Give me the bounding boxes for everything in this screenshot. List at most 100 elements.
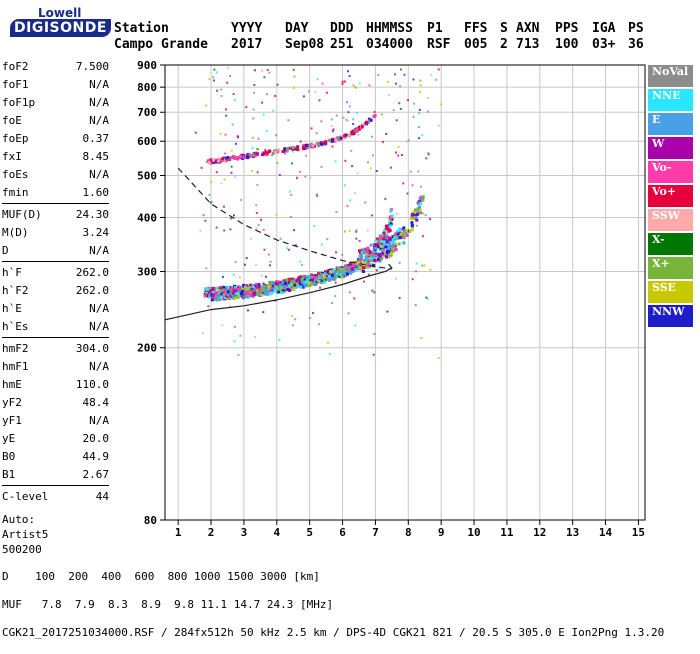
echo-point [372,353,375,356]
echo-point [411,278,414,281]
echo-point [328,277,332,281]
echo-point [390,238,394,242]
echo-point [308,284,312,288]
x-tick-label: 3 [241,526,248,539]
echo-point [299,140,302,143]
echo-point [261,285,265,289]
param-key: MUF(D) [2,208,42,221]
echo-point [289,215,292,218]
echo-point [384,197,387,200]
echo-point [220,285,223,288]
echo-point [287,119,290,122]
echo-point [387,242,391,246]
param-row: hmF1 N/A [2,358,109,376]
echo-point [375,269,378,272]
echo-point [358,266,362,270]
echo-point [277,285,281,289]
echo-point [218,289,222,293]
echo-point [287,284,291,288]
echo-point [289,278,293,282]
echo-point [393,242,397,246]
echo-point [215,294,219,298]
header-row1-cell: PS [628,21,644,36]
echo-point [301,263,304,266]
echo-point [285,247,288,250]
echo-point [346,205,349,208]
param-row: foF1 N/A [2,76,109,94]
echo-point [209,157,212,160]
echo-point [416,201,419,204]
echo-point [204,219,207,222]
autoscale-info: Auto: Artist5 500200 [2,512,109,557]
echo-point [356,129,360,133]
echo-point [324,272,328,276]
echo-point [264,288,268,292]
echo-point [226,285,230,289]
y-tick-label: 600 [137,135,157,148]
dashed-curve [177,167,392,270]
echo-point [349,199,352,202]
param-value: 20.0 [82,432,110,445]
echo-point [298,275,302,279]
echo-point [362,259,366,263]
echo-point [233,286,237,290]
echo-point [223,178,226,181]
echo-point [271,151,275,155]
echo-point [349,265,353,269]
x-tick-label: 8 [405,526,412,539]
param-key: fxI [2,150,22,163]
ionogram-plot: 1 2 3 4 5 6 7 8 9 10 11 12 13 14 158020030040050060070… [137,59,646,539]
echo-point [343,134,347,138]
echo-point [275,290,279,294]
echo-point [345,118,348,121]
echo-point [293,285,297,289]
echo-point [365,255,369,259]
echo-point [213,68,216,71]
echo-point [228,287,232,291]
echo-point [346,269,350,273]
y-tick-label: 80 [144,514,157,527]
param-key: h`F2 [2,284,29,297]
param-value: 7.500 [75,60,109,73]
echo-point [272,284,276,288]
echo-point [246,309,249,312]
echo-point [393,236,397,240]
echo-point [253,69,256,72]
echo-point [211,290,215,294]
param-key: foF1p [2,96,36,109]
echo-point [348,262,352,266]
param-separator [2,261,109,262]
echo-point [415,224,418,227]
echo-point [388,229,392,233]
echo-point [365,249,369,253]
echo-point [257,224,260,227]
echo-point [380,245,384,249]
echo-point [355,127,359,131]
echo-point [366,229,369,232]
echo-point [385,226,389,230]
echo-point [395,119,398,122]
echo-point [361,269,365,273]
echo-point [220,157,224,161]
echo-point [401,228,405,232]
echo-point [373,291,376,294]
echo-point [339,136,343,140]
echo-point [412,115,415,118]
echo-point [364,258,368,262]
parameter-panel: foF2 7.500 foF1 N/A foF1p N/A foE N/A foEp 0.37 fx… [2,58,109,557]
echo-point [263,290,267,294]
echo-point [395,151,398,154]
echo-point [226,290,230,294]
echo-point [274,94,277,97]
echo-point [302,95,305,98]
echo-point [211,294,215,298]
echo-point [344,136,348,140]
echo-point [320,165,323,168]
echo-point [388,256,391,259]
echo-point [390,166,393,169]
echo-point [278,283,282,287]
echo-point [293,283,297,287]
echo-point [412,211,416,215]
echo-point [362,251,366,255]
echo-point [205,287,209,291]
